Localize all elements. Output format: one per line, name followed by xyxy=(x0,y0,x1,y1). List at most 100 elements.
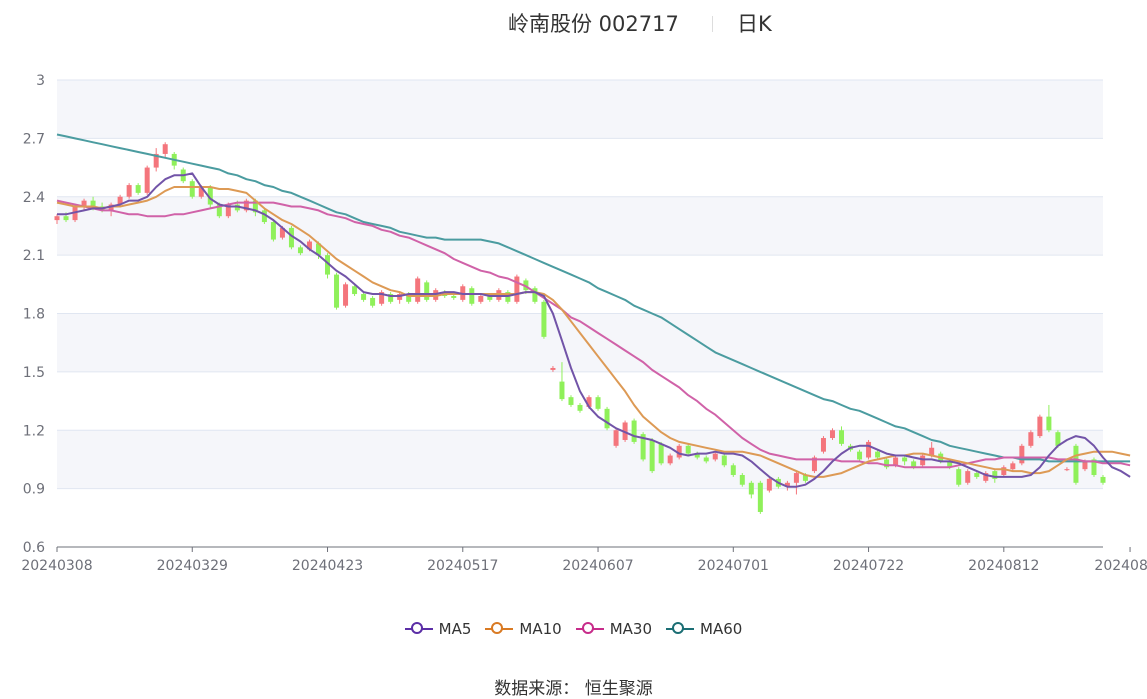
candle-body xyxy=(478,295,484,302)
candle xyxy=(478,294,484,304)
legend-item-ma60[interactable]: MA60 xyxy=(666,620,742,638)
candle-body xyxy=(1100,476,1106,483)
candle-body xyxy=(694,453,700,458)
candle-body xyxy=(839,430,844,444)
legend-item-ma30[interactable]: MA30 xyxy=(575,620,652,638)
ma30-line xyxy=(56,199,1131,469)
candle-body xyxy=(424,282,430,300)
candle-body xyxy=(361,294,367,300)
candle xyxy=(974,471,980,479)
x-tick-label: 20240308 xyxy=(21,558,92,574)
candle xyxy=(550,366,556,372)
candle-body xyxy=(1055,432,1061,446)
candle xyxy=(270,220,276,242)
candle-body xyxy=(487,295,493,300)
candle-body xyxy=(1082,461,1088,470)
candle xyxy=(541,299,547,339)
candle-body xyxy=(117,196,123,205)
y-tick-label: 0.9 xyxy=(23,482,45,498)
legend-label: MA5 xyxy=(438,620,472,638)
candle-body xyxy=(1019,445,1025,464)
data-source-note: 数据来源： 恒生聚源 xyxy=(494,679,653,699)
candle-body xyxy=(81,200,87,207)
title-divider xyxy=(712,16,713,32)
x-tick-label: 20240517 xyxy=(427,558,498,574)
candle xyxy=(631,418,637,444)
candle xyxy=(243,198,249,213)
x-tick-label: 20240701 xyxy=(698,558,769,574)
candle xyxy=(730,463,736,477)
candle-body xyxy=(316,243,321,256)
plot-band xyxy=(57,196,1103,256)
candle-body xyxy=(135,185,141,193)
grid-lines xyxy=(57,79,1103,490)
legend-label: MA10 xyxy=(519,620,562,638)
period-tab-daily-k[interactable]: 日K xyxy=(737,12,772,36)
candle xyxy=(532,286,538,304)
candle-body xyxy=(261,210,267,223)
candle-body xyxy=(730,465,736,476)
candle xyxy=(126,183,132,199)
candle-body xyxy=(974,473,980,477)
legend-marker-icon xyxy=(485,622,514,636)
candle-body xyxy=(306,241,312,250)
candle xyxy=(667,453,673,466)
candle-body xyxy=(748,482,754,495)
candle xyxy=(820,436,826,454)
candle xyxy=(884,457,890,470)
candle xyxy=(875,449,881,460)
candle xyxy=(1100,475,1106,485)
candle-body xyxy=(415,278,421,302)
candle xyxy=(144,165,150,195)
candle-body xyxy=(379,292,385,304)
candle xyxy=(451,294,457,300)
candle xyxy=(288,225,294,250)
candle-body xyxy=(983,473,989,481)
y-tick-label: 1.8 xyxy=(23,307,45,323)
candle xyxy=(424,280,430,302)
candle xyxy=(595,395,601,411)
candle xyxy=(469,286,475,306)
candle xyxy=(415,276,421,304)
candle xyxy=(766,476,772,493)
candle-body xyxy=(784,482,790,487)
y-tick-label: 3 xyxy=(36,73,45,89)
candle-body xyxy=(947,461,953,468)
candle xyxy=(956,467,962,487)
legend-item-ma5[interactable]: MA5 xyxy=(404,620,472,638)
candle-body xyxy=(721,455,727,466)
candle xyxy=(379,290,385,306)
candle-body xyxy=(929,447,935,456)
candle-body xyxy=(1064,469,1070,471)
candle-body xyxy=(992,471,998,479)
candle xyxy=(343,282,349,308)
candle xyxy=(739,473,745,487)
candle-body xyxy=(1010,463,1016,470)
candle-body xyxy=(1073,445,1079,483)
moving-average-lines xyxy=(56,133,1131,488)
candle xyxy=(361,292,367,302)
candle xyxy=(325,253,331,279)
candle-body xyxy=(162,144,168,154)
candle-body xyxy=(325,255,331,275)
candle-body xyxy=(649,439,655,472)
x-tick-label: 20240830 xyxy=(1094,558,1147,574)
candle xyxy=(1019,443,1025,466)
candle-body xyxy=(703,457,709,462)
y-tick-label: 1.2 xyxy=(23,423,45,439)
candle-body xyxy=(198,187,204,197)
candle-body xyxy=(640,434,646,460)
candle xyxy=(829,428,835,440)
candle-body xyxy=(469,288,475,304)
plot-background xyxy=(57,80,1103,489)
legend-item-ma10[interactable]: MA10 xyxy=(485,620,562,638)
candle-body xyxy=(829,430,835,439)
y-axis: 0.6 0.9 1.2 1.5 1.8 2.1 2.4 2.7 3 xyxy=(23,73,45,556)
candle-body xyxy=(712,453,718,460)
candle xyxy=(1064,467,1070,472)
chart-title: 岭南股份 002717 xyxy=(508,12,679,36)
candle xyxy=(613,428,619,448)
candle-body xyxy=(613,430,619,446)
legend: MA5 MA10 MA30 MA60 xyxy=(0,620,1147,638)
